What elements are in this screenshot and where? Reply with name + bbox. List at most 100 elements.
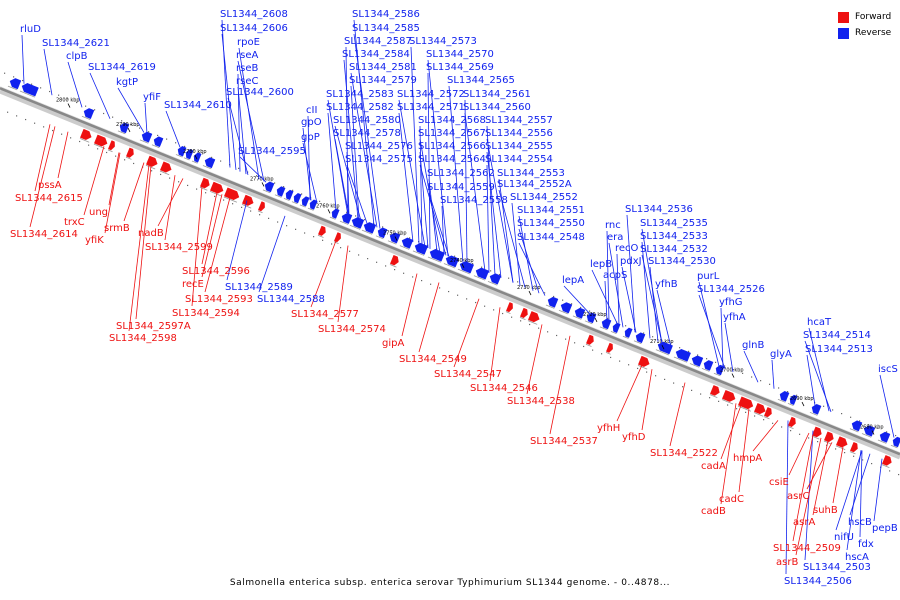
leader-line (641, 369, 653, 431)
leader-line (398, 99, 426, 247)
reverse-gene (291, 193, 302, 205)
map-caption: Salmonella enterica subsp. enterica sero… (229, 578, 671, 588)
leader-line (604, 280, 608, 321)
guide-dot (376, 261, 378, 263)
guide-dot (877, 427, 879, 429)
gene-label-sl1344-2562: SL1344_2562 (427, 168, 495, 179)
guide-dot (7, 111, 9, 113)
leader-line (720, 403, 737, 505)
gene-label-sl1344-2579: SL1344_2579 (349, 75, 417, 86)
guide-dot (448, 290, 450, 293)
leader-line (518, 242, 546, 296)
gene-label-sl1344-2530: SL1344_2530 (648, 256, 716, 267)
forward-gene (107, 140, 115, 153)
guide-dot (790, 430, 792, 432)
guide-dot (481, 266, 483, 268)
guide-dot (808, 437, 810, 439)
gene-label-csie: csiE (769, 477, 789, 488)
gene-label-sl1344-2561: SL1344_2561 (463, 89, 531, 100)
guide-dot (331, 243, 333, 245)
guide-dot (319, 200, 321, 202)
gene-label-sl1344-2537: SL1344_2537 (530, 436, 598, 447)
gene-label-sl1344-2503: SL1344_2503 (803, 562, 871, 573)
gene-label-sl1344-2574: SL1344_2574 (318, 324, 386, 335)
reverse-gene (339, 213, 353, 225)
guide-dot (202, 153, 204, 155)
reverse-gene (545, 296, 559, 309)
guide-dot (346, 211, 348, 213)
leader-line (21, 34, 25, 84)
gene-label-hmpa: hmpA (733, 453, 762, 464)
guide-dot (166, 138, 168, 140)
guide-dot (574, 342, 576, 344)
leader-line (720, 405, 742, 460)
guide-dot (493, 309, 495, 311)
guide-dot (511, 316, 513, 318)
gene-label-sl1344-2557: SL1344_2557 (485, 115, 553, 126)
scale-tick-mark (67, 103, 71, 108)
gene-label-rseb: rseB (236, 63, 258, 74)
gene-label-sl1344-2553: SL1344_2553 (497, 168, 565, 179)
gene-label-yfik: yfiK (85, 235, 104, 246)
leader-line (419, 151, 429, 249)
guide-dot (385, 265, 387, 267)
gene-label-hscb: hscB (848, 517, 872, 528)
gene-label-sl1344-2585: SL1344_2585 (352, 23, 420, 34)
guide-dot (862, 459, 864, 461)
leader-line (427, 59, 449, 257)
guide-dot (517, 281, 519, 283)
gene-label-sl1344-2560: SL1344_2560 (463, 102, 531, 113)
guide-dot (652, 336, 654, 338)
guide-dot (103, 112, 105, 115)
scale-tick-mark (327, 209, 331, 214)
forward-gene (505, 302, 513, 314)
gene-label-era: era (607, 232, 623, 243)
leader-line (201, 192, 218, 265)
gene-label-sl1344-2572: SL1344_2572 (397, 89, 465, 100)
gene-label-nifu: nifU (834, 532, 854, 543)
reverse-gene (399, 237, 414, 250)
guide-dot (607, 317, 609, 320)
guide-dot (679, 347, 681, 349)
gene-label-trxc: trxC (64, 217, 85, 228)
reverse-gene (262, 181, 275, 194)
reverse-gene (701, 360, 714, 372)
gene-label-sl1344-2567: SL1344_2567 (418, 128, 486, 139)
guide-dot (301, 193, 303, 195)
guide-dot (601, 353, 603, 355)
scale-tick-mark (871, 430, 875, 435)
guide-dot (754, 415, 756, 417)
reverse-gene (7, 78, 22, 91)
forward-gene (317, 225, 326, 238)
guide-dot (844, 452, 846, 454)
gene-label-sl1344-2552a: SL1344_2552A (497, 179, 572, 190)
gene-label-sl1344-2547: SL1344_2547 (434, 369, 502, 380)
gene-label-purl: purL (697, 271, 720, 282)
leader-line (345, 46, 349, 216)
guide-dot (886, 431, 888, 433)
gene-label-rsea: rseA (236, 50, 258, 61)
guide-dot (88, 144, 90, 146)
reverse-gene (787, 394, 798, 406)
leader-line (720, 307, 724, 369)
guide-dot (709, 397, 711, 399)
reverse-gene (191, 152, 202, 164)
guide-dot (529, 323, 531, 326)
guide-dot (295, 228, 297, 230)
gene-label-cadc: cadC (719, 494, 744, 505)
reverse-gene (673, 349, 691, 363)
leader-line (418, 282, 440, 353)
reverse-gene (19, 83, 39, 98)
guide-dot (889, 470, 891, 472)
leader-line (486, 164, 490, 273)
gene-label-srmb: srmB (104, 223, 130, 234)
leader-line (795, 437, 822, 556)
leader-line (428, 192, 450, 257)
guide-dot (277, 221, 279, 223)
leader-line (879, 374, 895, 438)
scale-tick-label: 2760 kbp (316, 203, 340, 209)
reverse-gene (890, 436, 900, 449)
guide-dot (796, 394, 798, 396)
gene-label-yfha: yfhA (723, 312, 746, 323)
guide-dot (454, 255, 456, 257)
